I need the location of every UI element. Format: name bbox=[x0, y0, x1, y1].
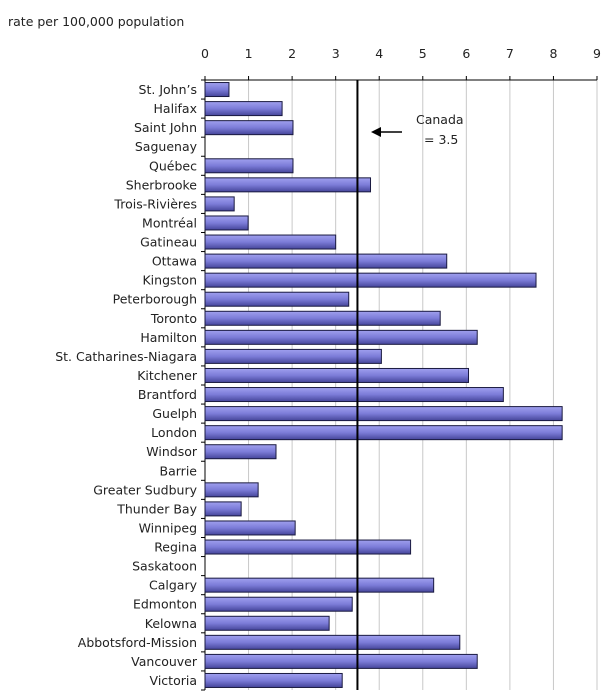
bar bbox=[204, 577, 435, 593]
category-label: Saguenay bbox=[135, 139, 198, 154]
category-label: Toronto bbox=[150, 311, 197, 326]
arrow-head-icon bbox=[371, 127, 381, 137]
bar bbox=[204, 253, 448, 269]
x-axis-label: rate per 100,000 population bbox=[8, 14, 184, 29]
bar bbox=[204, 348, 382, 364]
bar bbox=[204, 82, 230, 98]
bar bbox=[204, 425, 563, 441]
bar bbox=[204, 520, 296, 536]
bar bbox=[204, 387, 504, 403]
bar bbox=[204, 120, 294, 136]
category-label: Ottawa bbox=[152, 254, 197, 269]
bar bbox=[204, 596, 353, 612]
bar bbox=[204, 177, 372, 193]
x-tick-label: 1 bbox=[245, 46, 253, 61]
category-label: St. Catharines-Niagara bbox=[55, 349, 197, 364]
category-label: Thunder Bay bbox=[116, 501, 197, 516]
category-label: Sherbrooke bbox=[126, 177, 198, 192]
x-tick-label: 5 bbox=[419, 46, 427, 61]
bar bbox=[204, 615, 330, 631]
category-label: Windsor bbox=[146, 444, 198, 459]
x-tick-label: 6 bbox=[462, 46, 470, 61]
category-label: Victoria bbox=[150, 673, 197, 688]
x-tick-label: 7 bbox=[506, 46, 514, 61]
bar bbox=[204, 310, 441, 326]
category-label: Abbotsford-Mission bbox=[78, 635, 197, 650]
category-label: Kitchener bbox=[137, 368, 198, 383]
category-label: Trois-Rivières bbox=[113, 196, 197, 211]
x-tick-label: 3 bbox=[332, 46, 340, 61]
category-label: St. John’s bbox=[139, 82, 197, 97]
bar bbox=[204, 501, 242, 517]
bar bbox=[204, 367, 470, 383]
x-tick-label: 8 bbox=[549, 46, 557, 61]
category-label: Saskatoon bbox=[132, 559, 197, 574]
bar bbox=[204, 272, 537, 288]
reference-label-line1: Canada bbox=[416, 112, 464, 127]
bar bbox=[204, 234, 337, 250]
x-tick-label: 4 bbox=[375, 46, 383, 61]
category-label: Saint John bbox=[134, 120, 197, 135]
category-label: Kingston bbox=[142, 273, 197, 288]
bar bbox=[204, 101, 283, 117]
category-label: Québec bbox=[149, 158, 197, 173]
category-label: Winnipeg bbox=[139, 520, 197, 535]
category-label: Hamilton bbox=[140, 330, 197, 345]
reference-label-line2: = 3.5 bbox=[424, 132, 458, 147]
bar bbox=[204, 215, 249, 231]
category-label: Edmonton bbox=[133, 597, 197, 612]
bar bbox=[204, 196, 235, 212]
category-label: Barrie bbox=[160, 463, 198, 478]
category-label: Greater Sudbury bbox=[93, 482, 197, 497]
x-tick-label: 9 bbox=[593, 46, 601, 61]
category-label: Guelph bbox=[152, 406, 197, 421]
x-tick-label: 2 bbox=[288, 46, 296, 61]
category-label: Brantford bbox=[138, 387, 197, 402]
x-tick-label: 0 bbox=[201, 46, 209, 61]
bar bbox=[204, 444, 277, 460]
bar bbox=[204, 158, 294, 174]
category-label: Halifax bbox=[154, 101, 197, 116]
bar bbox=[204, 634, 461, 650]
category-label: London bbox=[151, 425, 197, 440]
category-label: Montréal bbox=[142, 215, 197, 230]
category-label: Kelowna bbox=[145, 616, 197, 631]
bar bbox=[204, 406, 563, 422]
bar bbox=[204, 653, 478, 669]
category-label: Calgary bbox=[149, 578, 198, 593]
bar bbox=[204, 672, 343, 688]
bar bbox=[204, 482, 259, 498]
category-label: Regina bbox=[154, 540, 197, 555]
bar bbox=[204, 329, 478, 345]
category-label: Vancouver bbox=[131, 654, 198, 669]
category-label: Peterborough bbox=[113, 292, 197, 307]
bar bbox=[204, 539, 412, 555]
bar bbox=[204, 291, 350, 307]
category-label: Gatineau bbox=[140, 235, 197, 250]
